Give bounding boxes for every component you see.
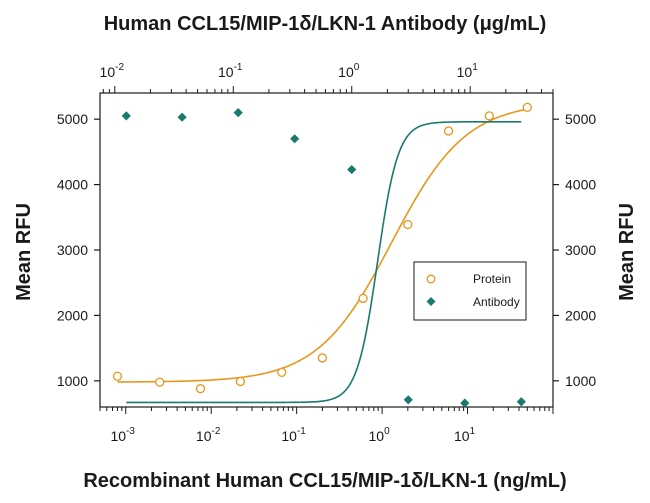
x-top-tick-label: 10-1 <box>218 62 243 80</box>
x-top-tick-label: 10-2 <box>100 62 125 80</box>
y-tick-label-left: 3000 <box>57 242 88 258</box>
x-bottom-tick-label: 100 <box>369 426 391 444</box>
x-bottom-tick-label: 10-2 <box>196 426 221 444</box>
data-point-antibody <box>121 111 131 121</box>
y-tick-label-left: 4000 <box>57 177 88 193</box>
y-tick-label-left: 1000 <box>57 373 88 389</box>
data-point-protein <box>484 111 495 121</box>
data-point-protein <box>358 293 368 304</box>
x-bottom-tick-label: 10-1 <box>281 426 306 444</box>
x-top-tick-label: 100 <box>338 62 360 80</box>
x-axis-title: Recombinant Human CCL15/MIP-1δ/LKN-1 (ng… <box>83 470 566 492</box>
data-point-protein <box>317 353 328 363</box>
y-tick-label-right: 4000 <box>565 177 596 193</box>
data-point-antibody <box>403 395 413 405</box>
y-tick-label-right: 5000 <box>565 111 596 127</box>
x-bottom-tick-label: 101 <box>454 426 476 444</box>
data-point-antibody <box>177 112 187 122</box>
y-tick-label-left: 5000 <box>57 111 88 127</box>
fit-curve-antibody <box>126 120 522 404</box>
y-tick-label-right: 2000 <box>565 307 596 323</box>
top-axis-title: Human CCL15/MIP-1δ/LKN-1 Antibody (μg/mL… <box>104 13 547 35</box>
data-point-protein <box>403 219 413 230</box>
legend-protein-marker <box>426 274 436 284</box>
data-point-antibody <box>233 108 243 118</box>
points-layer <box>112 102 532 408</box>
axes-layer: 1000 1000 2000 2000 3000 3000 4000 4000 5000 5000… <box>57 62 597 444</box>
data-point-antibody <box>516 397 526 407</box>
y-tick-label-left: 2000 <box>57 307 88 323</box>
data-point-protein <box>112 371 123 381</box>
legend: Protein Antibody <box>413 261 527 321</box>
y-tick-label-right: 3000 <box>565 242 596 258</box>
legend-protein-label: Protein <box>473 272 511 286</box>
data-point-antibody <box>290 134 300 144</box>
y-axis-title-right: Mean RFU <box>616 203 638 301</box>
x-top-tick-label: 101 <box>457 62 479 80</box>
y-tick-label-right: 1000 <box>565 373 596 389</box>
data-point-antibody <box>460 398 470 408</box>
data-point-protein <box>522 102 532 113</box>
legend-box <box>413 261 527 321</box>
legend-antibody-marker <box>426 297 436 306</box>
data-point-antibody <box>347 164 357 175</box>
data-point-protein <box>155 377 165 387</box>
data-point-protein <box>443 126 454 136</box>
data-point-protein <box>195 384 206 394</box>
legend-antibody-label: Antibody <box>473 295 520 309</box>
data-point-protein <box>277 367 287 377</box>
y-axis-title-left: Mean RFU <box>13 203 35 301</box>
fit-curve-protein <box>117 108 528 383</box>
data-point-protein <box>235 376 246 387</box>
curves-layer <box>117 108 528 404</box>
x-bottom-tick-label: 10-3 <box>110 426 135 444</box>
